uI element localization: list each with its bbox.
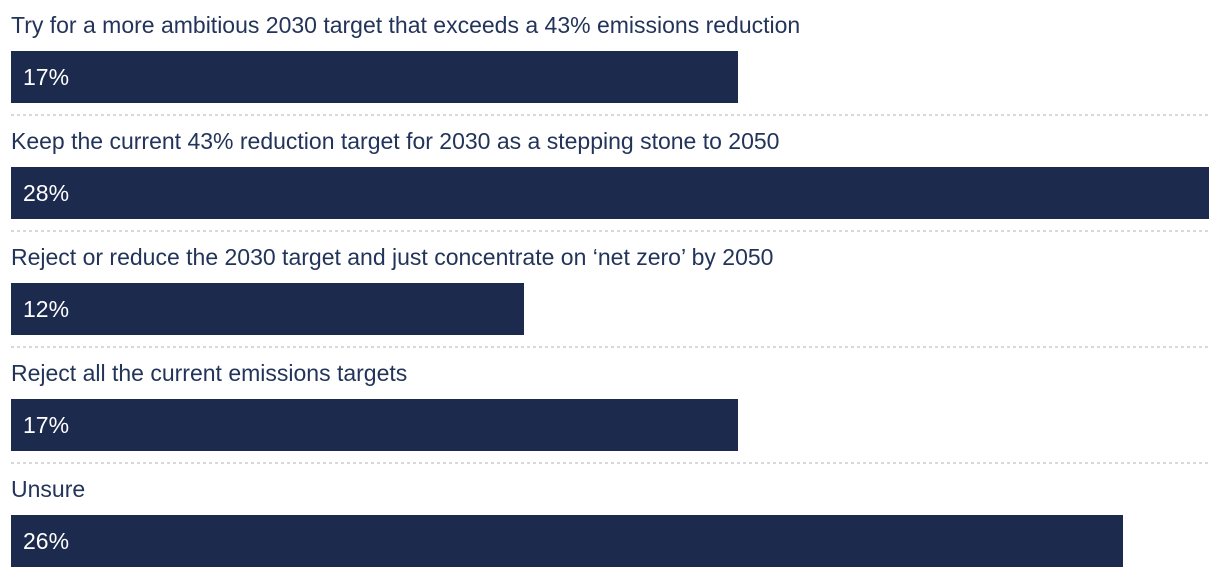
bar-row: Reject or reduce the 2030 target and jus… (11, 232, 1209, 346)
bar: 28% (11, 167, 1209, 219)
bar-row: Unsure 26% (11, 464, 1209, 578)
category-label: Reject or reduce the 2030 target and jus… (11, 244, 774, 270)
bar-track: 17% (11, 51, 1209, 103)
bar-track: 17% (11, 399, 1209, 451)
bar-row: Try for a more ambitious 2030 target tha… (11, 0, 1209, 114)
row-separator (11, 346, 1209, 348)
value-label: 17% (23, 411, 70, 438)
value-label: 17% (23, 63, 70, 90)
row-separator (11, 114, 1209, 116)
bar-row: Keep the current 43% reduction target fo… (11, 116, 1209, 230)
bar: 17% (11, 51, 739, 103)
row-separator (11, 462, 1209, 464)
bar-row: Reject all the current emissions targets… (11, 348, 1209, 462)
category-label: Reject all the current emissions targets (11, 360, 408, 386)
row-separator (11, 230, 1209, 232)
value-label: 26% (23, 527, 70, 554)
bar: 12% (11, 283, 525, 335)
category-label: Try for a more ambitious 2030 target tha… (11, 12, 801, 38)
value-label: 12% (23, 295, 70, 322)
category-label: Keep the current 43% reduction target fo… (11, 128, 780, 154)
bar-track: 26% (11, 515, 1209, 567)
bar: 17% (11, 399, 739, 451)
bar-track: 28% (11, 167, 1209, 219)
bar: 26% (11, 515, 1124, 567)
value-label: 28% (23, 179, 70, 206)
category-label: Unsure (11, 476, 86, 502)
bar-track: 12% (11, 283, 1209, 335)
